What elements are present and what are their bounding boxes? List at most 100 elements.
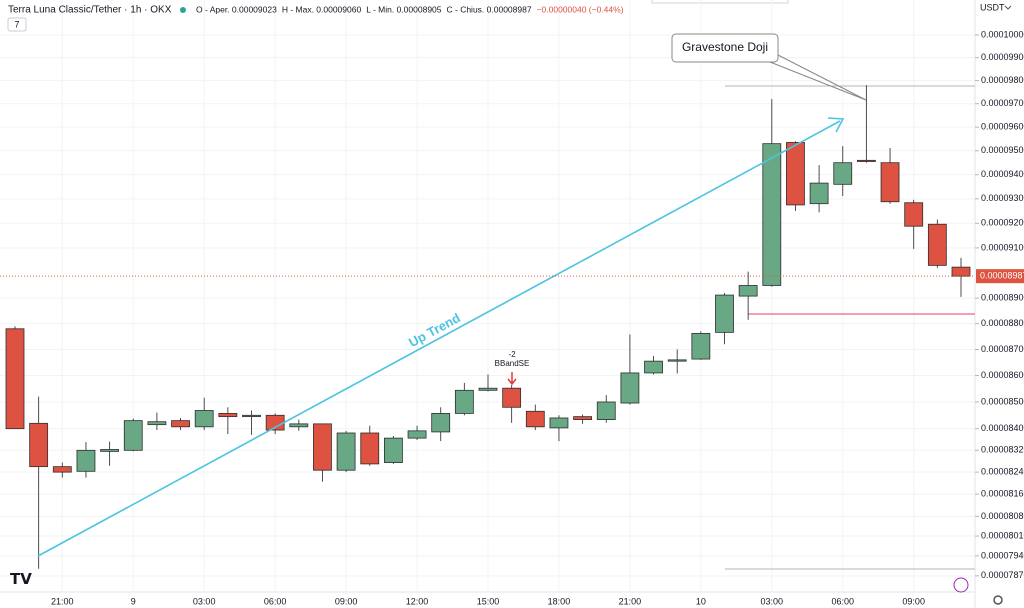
- candle-body: [786, 142, 805, 206]
- ohlc-readout: C - Chius. 0.00008987: [447, 4, 532, 14]
- y-tick-label: 0.00009300: [981, 193, 1024, 203]
- y-tick-label: 0.00009900: [981, 52, 1024, 62]
- signal-arrow: [507, 372, 517, 386]
- x-tick-label: 15:00: [477, 596, 500, 606]
- candle-body: [525, 410, 545, 428]
- y-tick-label: 0.00008600: [981, 370, 1024, 380]
- symbol-title: Terra Luna Classic/Tether · 1h · OKX: [8, 5, 172, 16]
- candle-body: [52, 466, 72, 473]
- x-tick-label: 12:00: [406, 596, 429, 606]
- ohlc-readout: H - Max. 0.00009060: [282, 4, 362, 14]
- candle-body: [29, 422, 49, 468]
- candle-body: [596, 401, 616, 420]
- candle-body: [620, 372, 640, 404]
- signal-count: -2: [508, 350, 516, 359]
- candle-body: [383, 437, 403, 463]
- candle-body: [242, 414, 261, 418]
- candle-body: [573, 416, 592, 420]
- candle-body: [336, 432, 356, 471]
- candle-body: [738, 285, 758, 297]
- y-tick-label: 0.00008500: [981, 396, 1024, 406]
- candle-body: [360, 432, 380, 465]
- candle-body: [454, 389, 474, 414]
- y-tick-label: 0.00007870: [981, 570, 1024, 580]
- candle-body: [691, 333, 711, 360]
- status-dot: [180, 7, 186, 13]
- candle-body: [431, 413, 451, 433]
- candle-body: [218, 413, 238, 418]
- y-tick-label: 0.00010000: [981, 29, 1024, 39]
- y-tick-label: 0.00008240: [981, 466, 1024, 476]
- candle-body: [667, 359, 687, 362]
- ohlc-readout: O - Aper. 0.00009023: [196, 4, 277, 14]
- ohlc-readout: −0.00000040 (−0.44%): [537, 4, 624, 14]
- trend-line: [37, 120, 841, 557]
- y-tick-label: 0.00008800: [981, 318, 1024, 328]
- signal-label: BBandSE: [495, 359, 530, 368]
- candle-body: [289, 423, 309, 428]
- candle-body: [147, 421, 167, 426]
- trend-arrow: [827, 117, 845, 133]
- indicator-toggle[interactable]: [7, 17, 27, 32]
- candle-body: [880, 162, 900, 203]
- settings-icon[interactable]: [993, 595, 1003, 605]
- candle-body: [951, 266, 971, 277]
- candle-body: [904, 202, 924, 227]
- last-price-label: 0.00008987: [980, 271, 1024, 281]
- callout-label: Gravestone Doji: [682, 40, 768, 54]
- candle-body: [502, 387, 522, 408]
- candle-body: [123, 420, 143, 451]
- candle-body: [76, 449, 96, 472]
- candle-body: [809, 182, 829, 205]
- y-tick-label: 0.00008080: [981, 511, 1024, 521]
- y-tick-label: 0.00008160: [981, 489, 1024, 499]
- x-tick-label: 09:00: [335, 596, 358, 606]
- candle-body: [478, 387, 498, 391]
- candle-body: [407, 430, 427, 439]
- callout-box: [671, 33, 779, 63]
- x-tick-label: 21:00: [51, 596, 74, 606]
- y-tick-label: 0.00009400: [981, 169, 1024, 179]
- y-tick-label: 0.00008900: [981, 292, 1024, 302]
- y-tick-label: 0.00009700: [981, 98, 1024, 108]
- alert-icon[interactable]: [953, 577, 969, 593]
- candle-body: [927, 223, 947, 266]
- candle-body: [100, 449, 119, 452]
- y-tick-label: 0.00008320: [981, 445, 1024, 455]
- candle-body: [194, 410, 214, 428]
- y-tick-label: 0.00009100: [981, 242, 1024, 252]
- currency-caret: [1004, 5, 1012, 10]
- y-tick-label: 0.00009600: [981, 122, 1024, 132]
- y-tick-label: 0.00008400: [981, 423, 1024, 433]
- x-tick-label: 09:00: [902, 596, 925, 606]
- y-tick-label: 0.00009200: [981, 218, 1024, 228]
- x-tick-label: 06:00: [831, 596, 854, 606]
- logo: 𝗧𝗩: [10, 571, 32, 588]
- y-tick-label: 0.00008700: [981, 344, 1024, 354]
- currency[interactable]: USDT: [980, 2, 1005, 12]
- candle-body: [762, 143, 782, 286]
- indicator-count[interactable]: 7: [14, 19, 19, 29]
- candle-body: [715, 294, 734, 333]
- y-tick-label: 0.00009500: [981, 145, 1024, 155]
- candle-body: [833, 162, 853, 185]
- callout-line: [769, 61, 867, 101]
- candle-body: [644, 360, 663, 374]
- y-tick-label: 0.00009800: [981, 75, 1024, 85]
- y-tick-label: 0.00008010: [981, 530, 1024, 540]
- x-tick-label: 03:00: [761, 596, 784, 606]
- x-tick-label: 03:00: [193, 596, 216, 606]
- callout-line: [777, 54, 867, 101]
- x-tick-label: 9: [131, 596, 136, 606]
- candle-body: [171, 420, 190, 428]
- x-tick-label: 18:00: [548, 596, 571, 606]
- x-tick-label: 10: [696, 596, 706, 606]
- candle-body: [549, 417, 569, 429]
- x-tick-label: 21:00: [619, 596, 642, 606]
- popup-edge: [651, 0, 789, 4]
- y-tick-label: 0.00007940: [981, 550, 1024, 560]
- candle-body: [5, 328, 25, 430]
- candle-body: [313, 423, 332, 471]
- x-tick-label: 06:00: [264, 596, 287, 606]
